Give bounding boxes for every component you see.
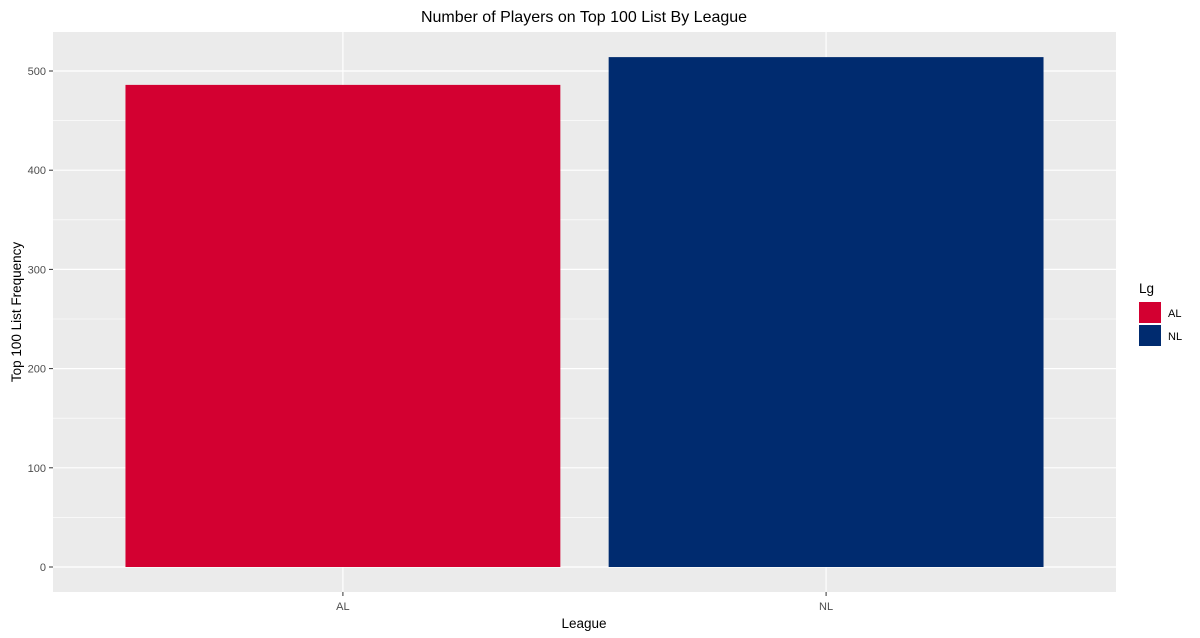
chart-title: Number of Players on Top 100 List By Lea… — [421, 9, 747, 26]
bar-nl — [608, 57, 1044, 567]
legend-title: Lg — [1139, 281, 1154, 296]
y-tick-label: 500 — [28, 66, 46, 78]
y-tick-label: 300 — [28, 264, 46, 276]
x-tick-label: NL — [819, 601, 833, 613]
y-tick-label: 400 — [28, 165, 46, 177]
x-axis-title: League — [561, 616, 606, 631]
bar-al — [125, 84, 561, 567]
legend-label: NL — [1168, 331, 1182, 343]
bars — [125, 57, 1044, 567]
legend-items: AL NL — [1139, 302, 1182, 346]
legend-label: AL — [1168, 308, 1181, 320]
x-tick-label: AL — [336, 601, 349, 613]
y-axis-ticks: 0 100 200 300 400 500 — [28, 66, 53, 574]
legend-key-al — [1139, 302, 1161, 323]
y-tick-label: 100 — [28, 463, 46, 475]
y-axis-title: Top 100 List Frequency — [9, 242, 24, 383]
y-tick-label: 0 — [40, 562, 46, 574]
y-tick-label: 200 — [28, 364, 46, 376]
legend: Lg AL NL — [1139, 281, 1182, 346]
legend-key-nl — [1139, 325, 1161, 346]
x-axis-ticks: AL NL — [336, 592, 833, 613]
